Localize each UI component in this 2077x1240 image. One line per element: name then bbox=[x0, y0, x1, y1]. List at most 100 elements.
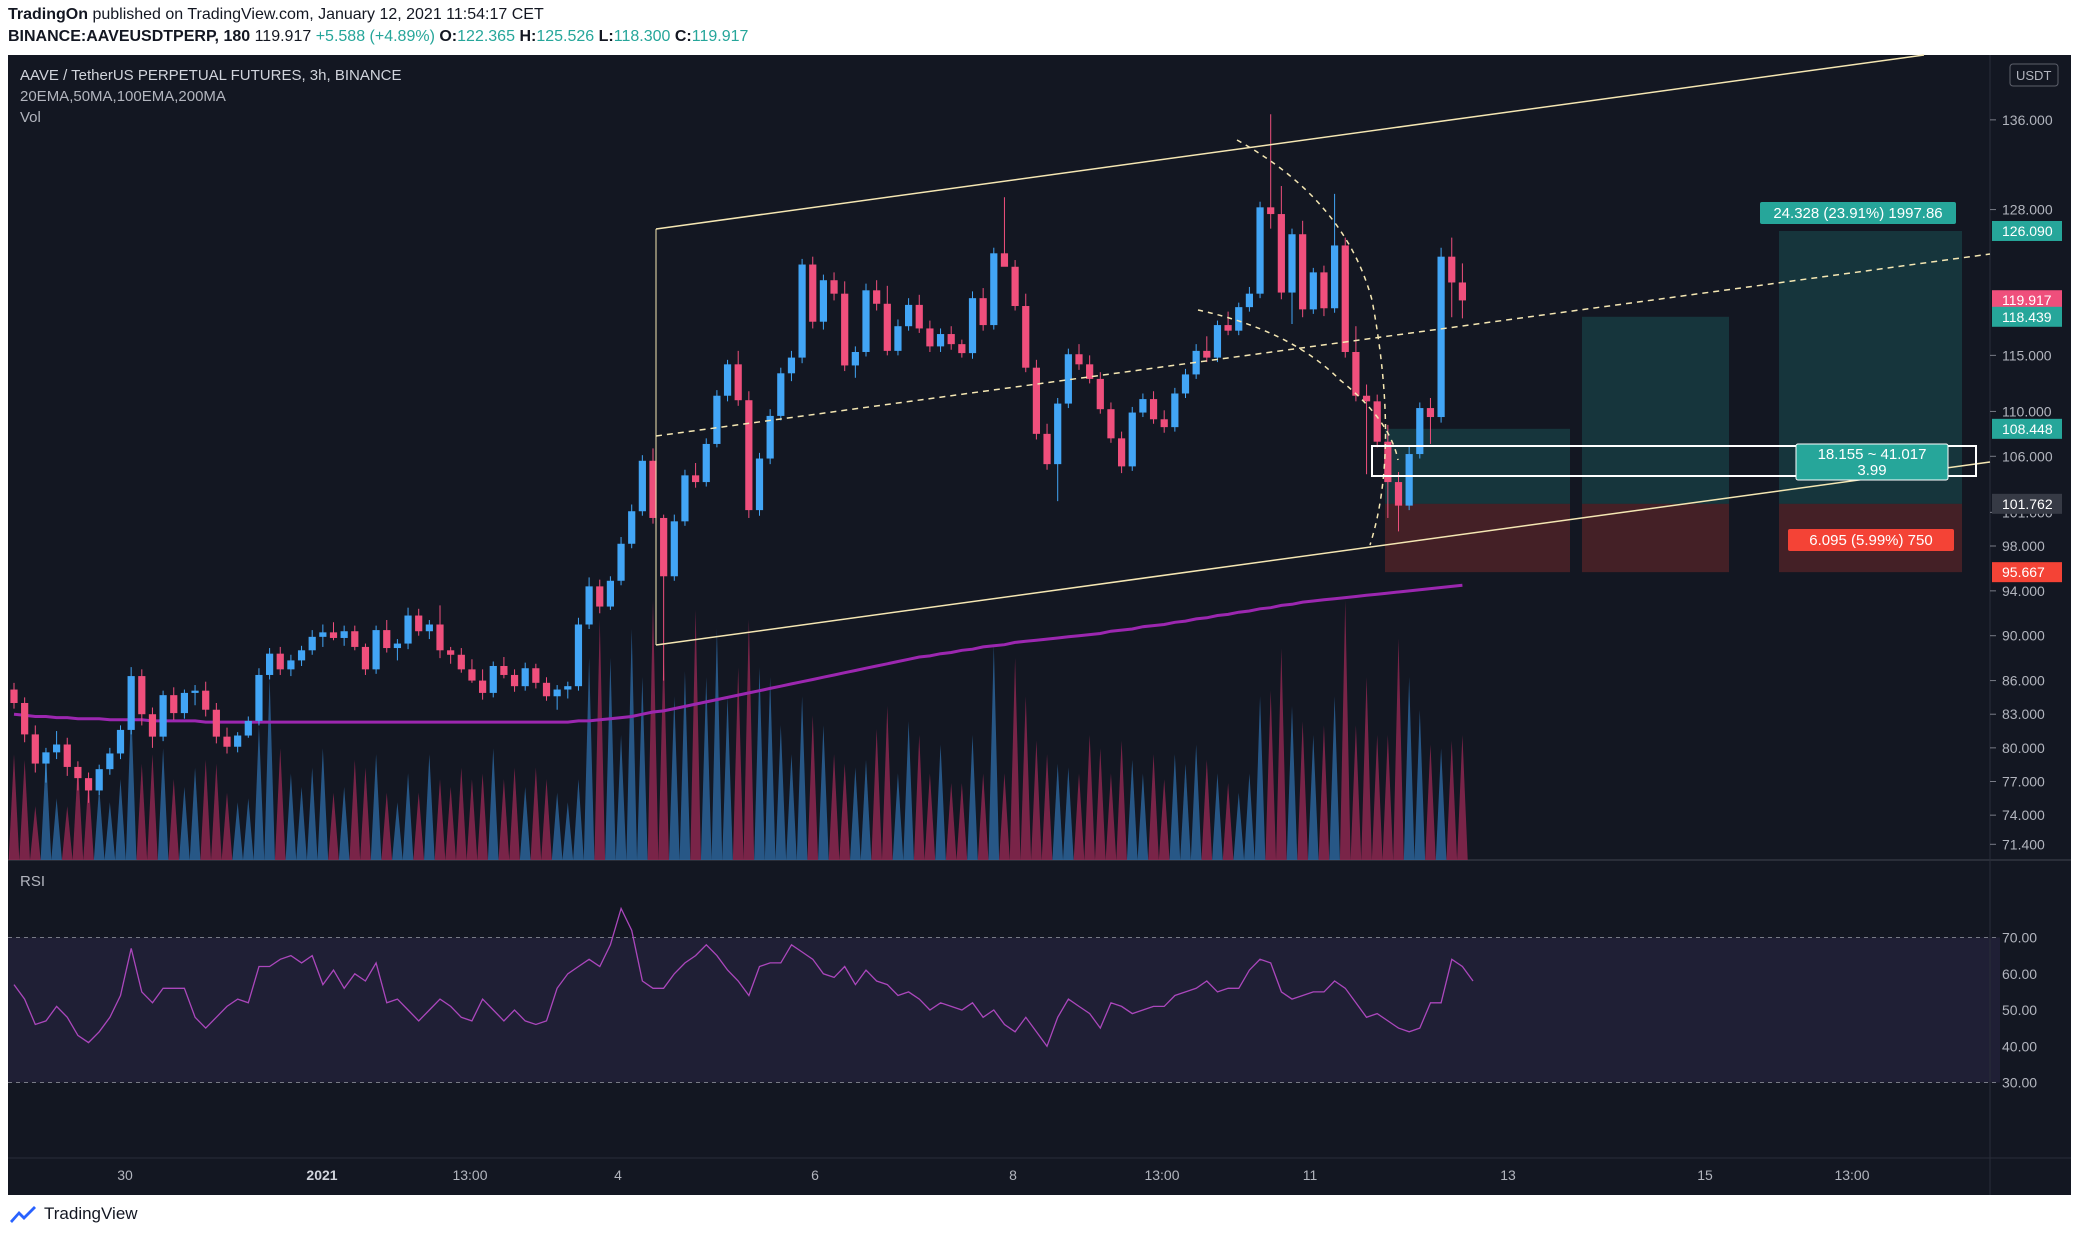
indicator-list[interactable]: 20EMA,50MA,100EMA,200MA bbox=[20, 88, 226, 105]
candle-body[interactable] bbox=[766, 415, 774, 459]
candle-body[interactable] bbox=[457, 654, 465, 670]
candle-body[interactable] bbox=[148, 714, 157, 737]
candle-body[interactable] bbox=[862, 290, 870, 352]
profit-zone-2[interactable] bbox=[1582, 316, 1729, 504]
candle-body[interactable] bbox=[1235, 307, 1243, 331]
candle-body[interactable] bbox=[830, 280, 838, 294]
fib-arc-inner[interactable] bbox=[1197, 309, 1399, 461]
risk-reward-box[interactable] bbox=[1371, 445, 1977, 477]
candle-body[interactable] bbox=[990, 253, 998, 326]
candle-body[interactable] bbox=[745, 400, 753, 511]
candle-body[interactable] bbox=[1118, 438, 1126, 467]
candle-body[interactable] bbox=[1128, 412, 1136, 467]
candle-body[interactable] bbox=[447, 650, 455, 655]
candle-body[interactable] bbox=[1096, 378, 1104, 410]
candle-body[interactable] bbox=[159, 695, 167, 737]
channel-bottom-line[interactable] bbox=[655, 461, 1991, 646]
stop-zone-1[interactable] bbox=[1385, 503, 1570, 573]
price-label-last[interactable] bbox=[1992, 290, 2062, 311]
candle-body[interactable] bbox=[1149, 399, 1158, 420]
candle-body[interactable] bbox=[127, 676, 135, 730]
profit-zone-1[interactable] bbox=[1385, 428, 1570, 504]
candle-body[interactable] bbox=[84, 778, 93, 791]
candle-body[interactable] bbox=[926, 328, 934, 347]
candle-body[interactable] bbox=[425, 624, 433, 632]
candle-body[interactable] bbox=[819, 280, 827, 322]
candle-body[interactable] bbox=[1160, 419, 1168, 428]
candle-body[interactable] bbox=[329, 632, 338, 638]
candle-body[interactable] bbox=[191, 690, 199, 693]
candle-body[interactable] bbox=[436, 624, 444, 651]
candle-body[interactable] bbox=[723, 364, 732, 396]
candle-body[interactable] bbox=[404, 615, 412, 644]
candle-body[interactable] bbox=[479, 680, 487, 693]
candle-body[interactable] bbox=[1192, 350, 1200, 375]
candle-body[interactable] bbox=[223, 736, 231, 747]
candle-body[interactable] bbox=[734, 364, 742, 401]
candle-body[interactable] bbox=[53, 744, 61, 753]
candle-body[interactable] bbox=[1267, 207, 1275, 215]
candle-body[interactable] bbox=[266, 653, 274, 675]
candle-body[interactable] bbox=[936, 334, 945, 347]
candle-body[interactable] bbox=[1458, 282, 1466, 301]
candle-body[interactable] bbox=[1171, 393, 1179, 428]
candle-body[interactable] bbox=[1032, 367, 1040, 434]
candle-body[interactable] bbox=[1213, 325, 1222, 358]
candle-body[interactable] bbox=[297, 650, 306, 661]
candle-body[interactable] bbox=[255, 674, 263, 721]
candle-body[interactable] bbox=[968, 298, 977, 354]
candle-body[interactable] bbox=[1448, 256, 1456, 283]
candle-body[interactable] bbox=[979, 298, 987, 326]
candle-body[interactable] bbox=[574, 624, 583, 687]
candle-body[interactable] bbox=[628, 511, 636, 544]
candle-body[interactable] bbox=[1437, 256, 1445, 418]
candle-body[interactable] bbox=[606, 580, 614, 607]
candle-body[interactable] bbox=[510, 674, 519, 687]
candle-body[interactable] bbox=[1107, 409, 1115, 439]
candle-body[interactable] bbox=[287, 660, 295, 670]
candle-body[interactable] bbox=[809, 264, 817, 322]
candle-body[interactable] bbox=[1373, 401, 1381, 442]
candle-body[interactable] bbox=[308, 636, 316, 651]
currency-badge[interactable] bbox=[2009, 63, 2059, 87]
stop-label-box[interactable] bbox=[1788, 529, 1954, 551]
candle-body[interactable] bbox=[713, 395, 721, 444]
candle-body[interactable] bbox=[649, 460, 657, 518]
candle-body[interactable] bbox=[596, 586, 604, 607]
candle-body[interactable] bbox=[393, 643, 401, 649]
candle-body[interactable] bbox=[787, 357, 796, 374]
volume-legend[interactable]: Vol bbox=[20, 109, 41, 126]
candle-body[interactable] bbox=[958, 344, 966, 354]
candle-body[interactable] bbox=[1245, 293, 1253, 308]
candle-body[interactable] bbox=[841, 293, 849, 366]
footer-brand[interactable]: TradingView bbox=[8, 1203, 138, 1225]
candle-body[interactable] bbox=[1181, 374, 1190, 394]
candle-body[interactable] bbox=[10, 689, 18, 703]
candle-body[interactable] bbox=[116, 729, 125, 754]
candle-body[interactable] bbox=[1384, 441, 1392, 483]
candle-body[interactable] bbox=[638, 460, 646, 512]
price-label-entry[interactable] bbox=[1992, 493, 2062, 514]
candle-body[interactable] bbox=[372, 630, 380, 670]
stop-zone-2[interactable] bbox=[1582, 503, 1729, 573]
candle-body[interactable] bbox=[383, 630, 391, 649]
candle-body[interactable] bbox=[851, 351, 859, 366]
candle-body[interactable] bbox=[564, 686, 572, 690]
candle-body[interactable] bbox=[170, 695, 178, 714]
rsi-legend[interactable]: RSI bbox=[20, 873, 46, 890]
candle-body[interactable] bbox=[1277, 214, 1285, 293]
candle-body[interactable] bbox=[489, 665, 497, 693]
candle-body[interactable] bbox=[873, 290, 881, 304]
price-label-stop[interactable] bbox=[1992, 562, 2062, 583]
candle-body[interactable] bbox=[883, 303, 891, 351]
candle-body[interactable] bbox=[681, 475, 689, 522]
candle-body[interactable] bbox=[1000, 253, 1009, 267]
candle-body[interactable] bbox=[585, 586, 593, 625]
price-label-target[interactable] bbox=[1992, 220, 2062, 241]
candle-body[interactable] bbox=[1299, 234, 1307, 310]
candle-body[interactable] bbox=[276, 653, 284, 670]
candle-body[interactable] bbox=[106, 753, 114, 770]
candle-body[interactable] bbox=[1224, 325, 1232, 331]
fib-arc-outer[interactable] bbox=[1236, 139, 1387, 546]
